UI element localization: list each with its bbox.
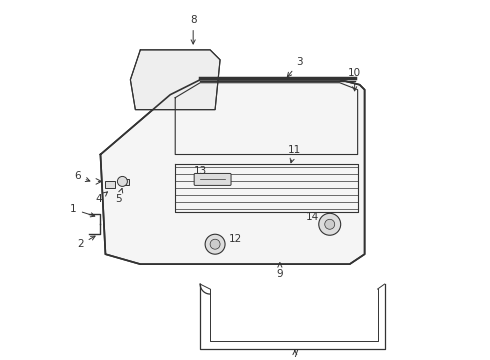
- Text: 3: 3: [287, 57, 303, 77]
- Text: 1: 1: [70, 204, 95, 217]
- Text: 6: 6: [74, 171, 90, 181]
- Text: 10: 10: [348, 68, 361, 91]
- Polygon shape: [100, 80, 365, 264]
- Circle shape: [319, 213, 341, 235]
- Circle shape: [325, 219, 335, 229]
- Circle shape: [118, 176, 127, 186]
- Text: 4: 4: [95, 192, 107, 204]
- Text: 9: 9: [276, 263, 283, 279]
- Polygon shape: [130, 50, 220, 110]
- Text: 8: 8: [190, 15, 196, 44]
- Text: 7: 7: [292, 349, 298, 359]
- Text: 5: 5: [115, 188, 122, 204]
- Text: 12: 12: [219, 234, 242, 244]
- FancyBboxPatch shape: [194, 174, 231, 185]
- Text: 14: 14: [306, 212, 326, 223]
- Text: 11: 11: [288, 144, 301, 163]
- Circle shape: [210, 239, 220, 249]
- Bar: [105, 181, 116, 188]
- Text: 13: 13: [194, 166, 212, 179]
- Circle shape: [205, 234, 225, 254]
- Bar: [122, 179, 129, 185]
- Text: 2: 2: [77, 236, 95, 249]
